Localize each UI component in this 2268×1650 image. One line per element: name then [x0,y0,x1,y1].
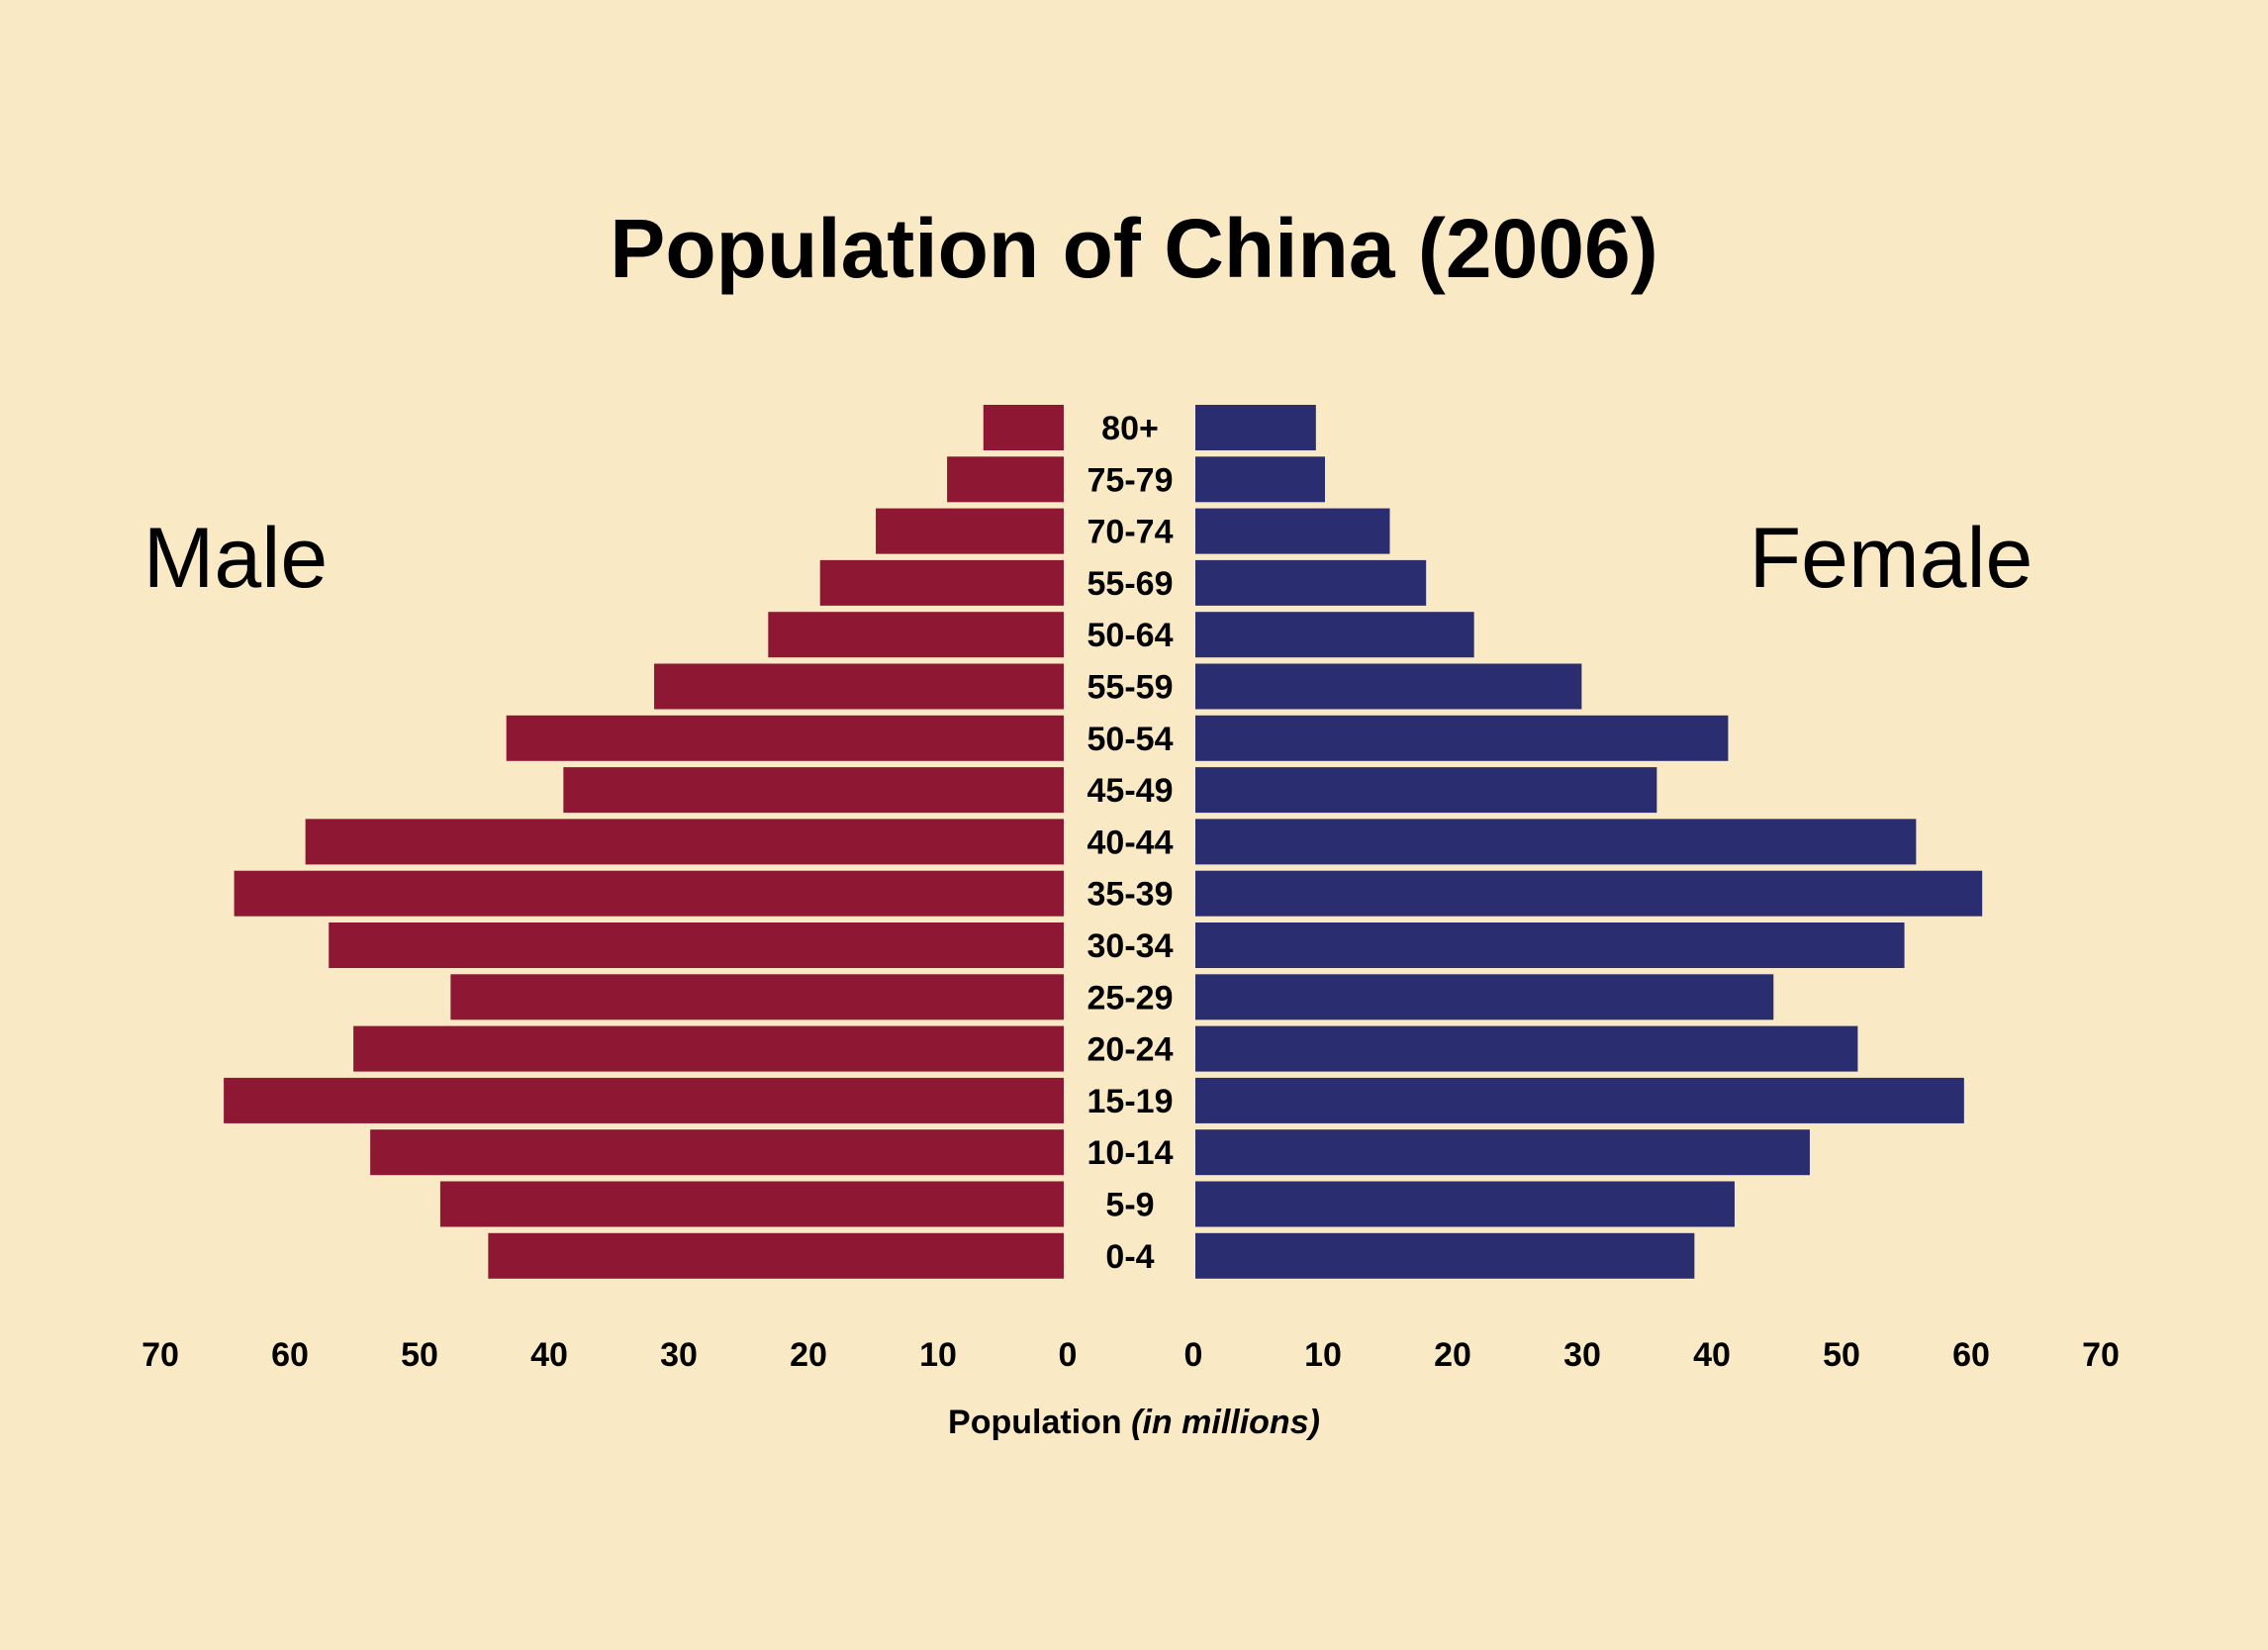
female-bar-15-19 [1195,1077,1964,1123]
age-label-55-69: 55-69 [1087,565,1174,603]
female-bars [1195,405,1983,1279]
male-bars [224,405,1065,1279]
age-label-10-14: 10-14 [1087,1134,1174,1172]
male-bar-15-19 [224,1077,1064,1123]
male-tick-0: 0 [1059,1336,1078,1374]
female-bar-70-74 [1195,508,1390,554]
male-tick-70: 70 [142,1336,179,1374]
male-bar-55-69 [819,559,1064,606]
female-bar-20-24 [1195,1025,1858,1072]
female-tick-30: 30 [1563,1336,1601,1374]
age-label-50-54: 50-54 [1087,721,1174,758]
male-bar-0-4 [488,1232,1064,1279]
male-bar-55-59 [654,663,1064,710]
age-label-5-9: 5-9 [1105,1187,1154,1224]
male-bar-80+ [983,405,1064,450]
male-bar-50-64 [768,612,1064,658]
x-axis-tick-labels: 70 60 50 40 30 20 10 0 0 10 20 30 40 50 60 70 [142,1336,2120,1374]
age-label-70-74: 70-74 [1087,514,1174,551]
female-bar-55-69 [1195,559,1427,606]
age-group-labels: 80+ 75-79 70-74 55-69 50-64 55-59 50-54 45-49 40… [1087,410,1174,1276]
male-bar-30-34 [329,922,1065,968]
male-side-label: Male [143,511,328,606]
male-bar-70-74 [876,508,1064,554]
age-label-55-59: 55-59 [1087,669,1174,707]
female-tick-40: 40 [1693,1336,1731,1374]
male-bar-10-14 [370,1129,1064,1176]
male-bar-20-24 [353,1025,1064,1072]
male-bar-45-49 [563,767,1064,814]
female-tick-10: 10 [1304,1336,1342,1374]
chart-title: Population of China (2006) [610,202,1657,295]
age-label-75-79: 75-79 [1087,461,1174,499]
female-bar-55-59 [1195,663,1582,710]
female-bar-10-14 [1195,1129,1810,1176]
age-label-20-24: 20-24 [1087,1031,1174,1069]
age-label-50-64: 50-64 [1087,617,1174,654]
age-label-25-29: 25-29 [1087,979,1174,1017]
male-bar-50-54 [506,715,1064,761]
female-bar-40-44 [1195,819,1917,865]
female-bar-30-34 [1195,922,1905,968]
female-tick-50: 50 [1823,1336,1860,1374]
age-label-80+: 80+ [1101,410,1159,447]
female-bar-35-39 [1195,870,1983,917]
female-bar-5-9 [1195,1181,1735,1227]
age-label-35-39: 35-39 [1087,876,1174,914]
male-tick-10: 10 [919,1336,957,1374]
male-tick-50: 50 [401,1336,438,1374]
female-tick-20: 20 [1434,1336,1471,1374]
male-tick-40: 40 [530,1336,568,1374]
age-label-40-44: 40-44 [1087,824,1174,861]
male-bar-40-44 [305,819,1064,865]
x-axis-label-main: Population [948,1404,1122,1441]
male-bar-35-39 [234,870,1065,917]
age-label-0-4: 0-4 [1105,1238,1154,1276]
male-bar-75-79 [947,456,1064,503]
female-bar-75-79 [1195,456,1325,503]
female-bar-25-29 [1195,974,1774,1020]
x-axis-label: Population (in millions) [948,1404,1320,1441]
female-bar-80+ [1195,405,1316,450]
age-label-30-34: 30-34 [1087,927,1174,965]
male-bar-25-29 [450,974,1064,1020]
age-label-15-19: 15-19 [1087,1083,1174,1120]
age-label-45-49: 45-49 [1087,772,1174,810]
female-bar-45-49 [1195,767,1657,814]
female-side-label: Female [1749,511,2033,606]
female-bar-50-54 [1195,715,1729,761]
x-axis-label-unit: (in millions) [1131,1404,1320,1441]
male-tick-30: 30 [660,1336,698,1374]
male-tick-60: 60 [271,1336,309,1374]
female-bar-0-4 [1195,1232,1695,1279]
female-tick-60: 60 [1952,1336,1990,1374]
female-tick-0: 0 [1184,1336,1203,1374]
male-tick-20: 20 [790,1336,827,1374]
male-bar-5-9 [439,1181,1064,1227]
female-bar-50-64 [1195,612,1474,658]
female-tick-70: 70 [2082,1336,2120,1374]
